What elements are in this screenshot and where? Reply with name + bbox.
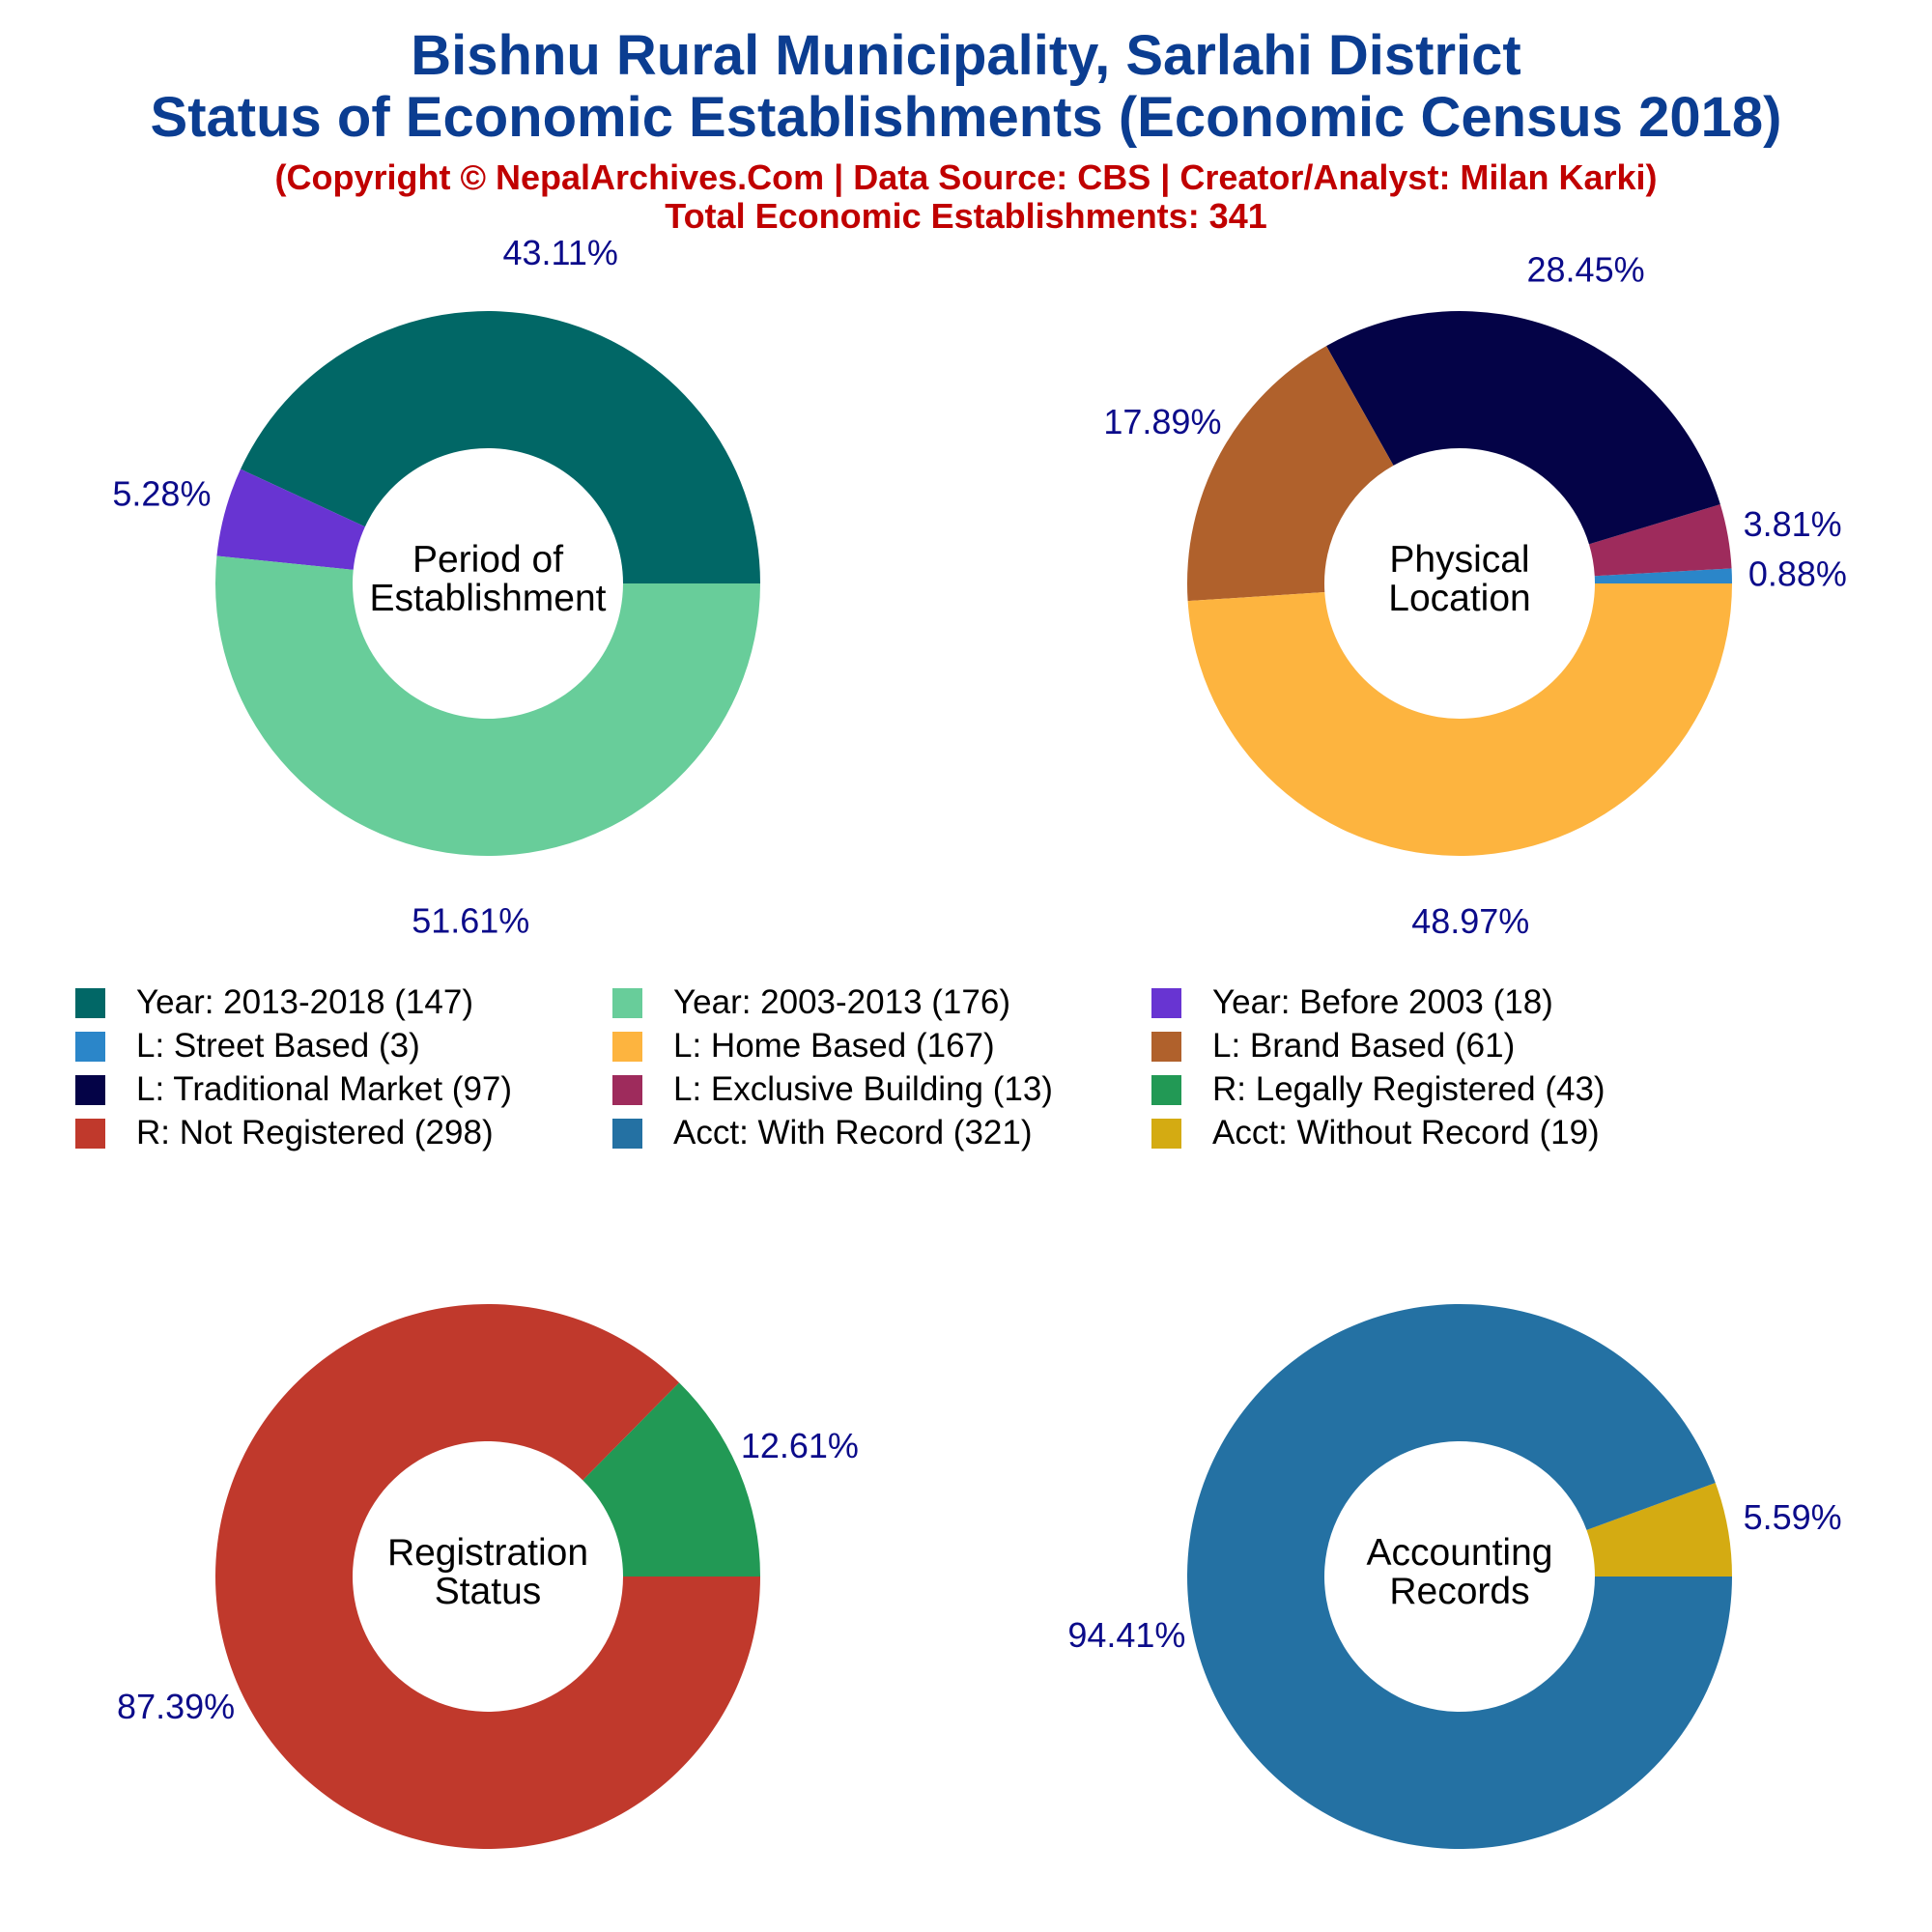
center-label-line1: Registration [387, 1532, 588, 1574]
donut-chart-2: 0.88% 3.81% 28.45% 17.89% 48.97% PhysicalLoca… [1103, 249, 1847, 941]
legend-label: L: Home Based (167) [673, 1027, 995, 1065]
center-label-line1: Accounting [1367, 1532, 1553, 1574]
slice-l-street-based [1594, 568, 1732, 583]
legend-item-year-before-2003-18: Year: Before 2003 (18) [1151, 983, 1553, 1022]
legend-swatch [612, 1031, 642, 1062]
legend-swatch [1151, 987, 1181, 1018]
percent-label-year-before-2003: 5.28% [112, 474, 211, 514]
percent-label-l-exclusive-building: 3.81% [1744, 504, 1842, 544]
center-label-line1: Physical [1389, 539, 1529, 581]
legend-label: Acct: With Record (321) [673, 1114, 1033, 1151]
center-label-line2: Status [435, 1571, 542, 1612]
chart-title-line2: Status of Economic Establishments (Econo… [150, 86, 1782, 149]
legend-label: L: Traditional Market (97) [136, 1070, 513, 1108]
legend-item-l-traditional-market-97: L: Traditional Market (97) [75, 1070, 512, 1109]
slice-l-home-based [1187, 583, 1732, 856]
percent-label-year-2013-2018: 43.11% [502, 233, 617, 272]
legend-label: L: Exclusive Building (13) [673, 1070, 1053, 1108]
legend-item-r-legally-registered-43: R: Legally Registered (43) [1151, 1070, 1605, 1109]
legend-label: Year: 2003-2013 (176) [673, 983, 1010, 1021]
center-label-line2: Location [1388, 578, 1530, 619]
legend-item-l-brand-based-61: L: Brand Based (61) [1151, 1027, 1515, 1065]
percent-label-r-not-registered: 87.39% [117, 1687, 235, 1726]
legend-item-acct-without-record-19: Acct: Without Record (19) [1151, 1114, 1600, 1152]
slice-l-exclusive-building [1588, 504, 1732, 577]
slice-l-brand-based [1187, 346, 1394, 602]
legend-item-l-exclusive-building-13: L: Exclusive Building (13) [612, 1070, 1053, 1109]
legend-swatch [75, 1074, 105, 1105]
legend-label: Year: Before 2003 (18) [1212, 983, 1553, 1021]
legend-swatch [75, 1031, 105, 1062]
percent-label-l-traditional-market: 28.45% [1527, 249, 1645, 289]
percent-label-l-brand-based: 17.89% [1103, 402, 1221, 441]
center-label-line1: Period of [412, 539, 563, 581]
legend-swatch [75, 987, 105, 1018]
legend-swatch [1151, 1118, 1181, 1149]
slice-r-not-registered [214, 1304, 760, 1849]
slice-year-before-2003 [216, 469, 365, 570]
percent-label-l-street-based: 0.88% [1748, 554, 1847, 593]
slice-acct-with-record [1187, 1304, 1732, 1849]
slice-acct-without-record [1586, 1483, 1732, 1577]
legend-item-acct-with-record-321: Acct: With Record (321) [612, 1114, 1033, 1152]
legend-label: L: Street Based (3) [136, 1027, 420, 1065]
percent-label-l-home-based: 48.97% [1411, 901, 1529, 941]
legend-item-l-street-based-3: L: Street Based (3) [75, 1027, 420, 1065]
legend-label: L: Brand Based (61) [1212, 1027, 1516, 1065]
slice-year-2013-2018 [241, 311, 760, 583]
legend-label: Year: 2013-2018 (147) [136, 983, 473, 1021]
slice-r-legally-registered [582, 1382, 760, 1577]
slice-l-traditional-market [1326, 311, 1720, 545]
legend-swatch [612, 987, 642, 1018]
legend-item-year-2003-2013-176: Year: 2003-2013 (176) [612, 983, 1010, 1022]
center-label-line2: Establishment [370, 578, 607, 619]
legend-item-year-2013-2018-147: Year: 2013-2018 (147) [75, 983, 473, 1022]
legend-label: R: Not Registered (298) [136, 1114, 494, 1151]
chart-title-line1: Bishnu Rural Municipality, Sarlahi Distr… [411, 24, 1521, 87]
percent-label-r-legally-registered: 12.61% [741, 1426, 859, 1465]
legend-swatch [1151, 1074, 1181, 1105]
legend-item-l-home-based-167: L: Home Based (167) [612, 1027, 995, 1065]
total-establishments-subtitle: Total Economic Establishments: 341 [665, 196, 1267, 236]
center-label-line2: Records [1389, 1571, 1529, 1612]
legend-swatch [75, 1118, 105, 1149]
legend-item-r-not-registered-298: R: Not Registered (298) [75, 1114, 494, 1152]
slice-year-2003-2013 [214, 555, 760, 857]
legend-label: Acct: Without Record (19) [1212, 1114, 1600, 1151]
legend-label: R: Legally Registered (43) [1212, 1070, 1605, 1108]
percent-label-year-2003-2013: 51.61% [412, 901, 529, 941]
percent-label-acct-without-record: 5.59% [1744, 1497, 1842, 1537]
legend-swatch [612, 1074, 642, 1105]
legend-swatch [1151, 1031, 1181, 1062]
copyright-subtitle: (Copyright © NepalArchives.Com | Data So… [274, 157, 1658, 197]
legend-swatch [612, 1118, 642, 1149]
percent-label-acct-with-record: 94.41% [1067, 1615, 1185, 1655]
